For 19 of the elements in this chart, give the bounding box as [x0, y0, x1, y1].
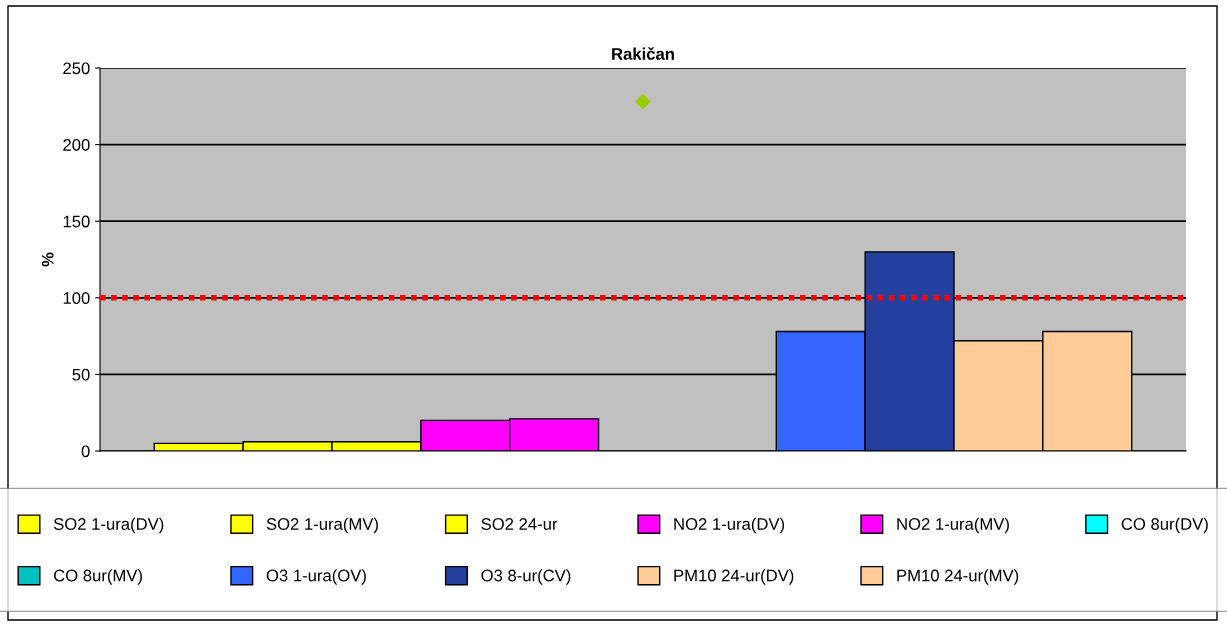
legend-label: CO 8ur(DV) — [1121, 517, 1208, 534]
chart-title: Rakičan — [612, 47, 674, 60]
legend-label: SO2 24-ur — [481, 518, 558, 530]
y-tick-label: 200 — [63, 139, 90, 151]
legend-label: O3 8-ur(CV) — [481, 569, 571, 585]
legend-label: NO2 1-ura(MV) — [897, 517, 1009, 534]
y-tick-label: 250 — [63, 62, 90, 75]
y-tick-label: 150 — [63, 215, 90, 228]
y-tick-label: 50 — [72, 368, 90, 381]
legend-label: SO2 1-ura(MV) — [266, 517, 378, 534]
legend-label: NO2 1-ura(DV) — [674, 517, 785, 534]
legend-label: PM10 24-ur(MV) — [897, 569, 1019, 585]
y-tick-label: 100 — [63, 292, 90, 304]
y-axis-title: % — [41, 252, 54, 267]
legend-label: O3 1-ura(OV) — [266, 569, 366, 585]
legend-label: PM10 24-ur(DV) — [674, 569, 794, 585]
legend-label: SO2 1-ura(DV) — [53, 517, 164, 534]
legend-label: CO 8ur(MV) — [54, 569, 142, 585]
y-tick-label: 0 — [81, 445, 90, 458]
